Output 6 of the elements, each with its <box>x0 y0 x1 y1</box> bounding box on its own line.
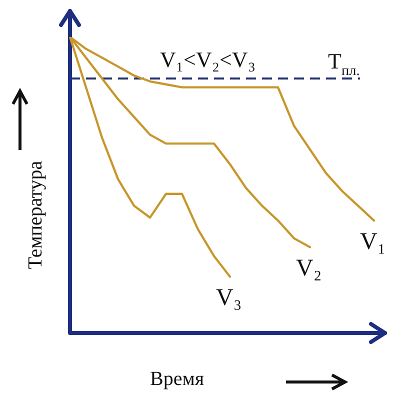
x-axis-title: Время <box>150 368 204 391</box>
y-axis-title: Температура <box>24 160 48 270</box>
series-label: V₃ <box>216 285 242 312</box>
series-label: V₂ <box>296 255 322 282</box>
annotation: V₁<V₂<V₃ <box>160 47 256 72</box>
series-label: V₁ <box>360 228 386 255</box>
